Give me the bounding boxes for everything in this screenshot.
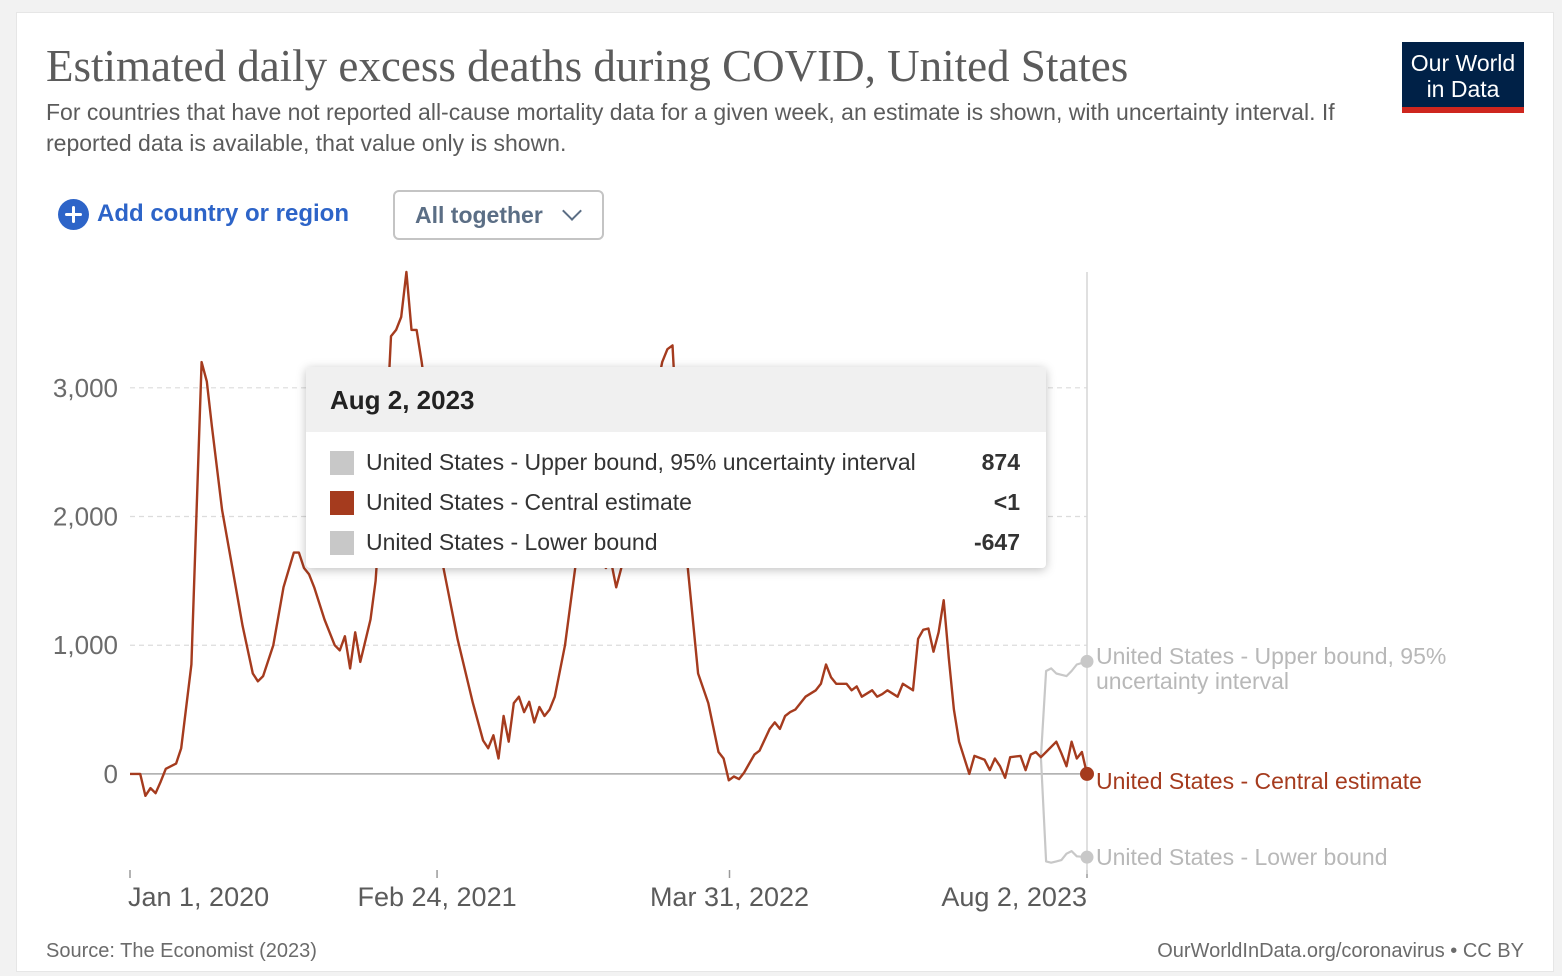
series-end-label[interactable]: United States - Upper bound, 95% <box>1096 643 1446 669</box>
tooltip-swatch <box>330 531 354 555</box>
y-tick-label: 0 <box>104 759 118 789</box>
x-tick-label: Feb 24, 2021 <box>357 882 516 912</box>
x-tick-label: Aug 2, 2023 <box>941 882 1087 912</box>
x-tick-label: Mar 31, 2022 <box>650 882 809 912</box>
tooltip-series-value: <1 <box>993 489 1020 515</box>
facet-dropdown-value: All together <box>415 201 543 228</box>
y-tick-label: 1,000 <box>53 630 118 660</box>
add-country-label: Add country or region <box>97 200 349 227</box>
add-country-button[interactable]: Add country or region <box>58 196 349 232</box>
y-tick-label: 3,000 <box>53 373 118 403</box>
tooltip-series-name: United States - Lower bound <box>366 529 658 555</box>
tooltip-row-lower: United States - Lower bound -647 <box>330 527 1020 559</box>
series-end-label[interactable]: uncertainty interval <box>1096 668 1289 694</box>
tooltip-series-name: United States - Upper bound, 95% uncerta… <box>366 449 916 475</box>
license-note[interactable]: OurWorldInData.org/coronavirus • CC BY <box>1157 940 1524 962</box>
series-line[interactable] <box>1039 757 1088 864</box>
series-line[interactable] <box>1039 660 1088 758</box>
tooltip-swatch <box>330 451 354 475</box>
tooltip-series-value: -647 <box>973 529 1020 555</box>
series-end-marker[interactable] <box>1080 654 1094 668</box>
tooltip-date: Aug 2, 2023 <box>306 367 1046 432</box>
facet-dropdown[interactable]: All together <box>393 190 604 240</box>
tooltip: Aug 2, 2023 United States - Upper bound,… <box>306 367 1046 568</box>
y-tick-label: 2,000 <box>53 502 118 532</box>
chart-subtitle: For countries that have not reported all… <box>46 99 1335 156</box>
series-end-label[interactable]: United States - Central estimate <box>1096 768 1422 794</box>
tooltip-row-central: United States - Central estimate <1 <box>330 487 1020 519</box>
logo-line-1: Our World <box>1410 50 1516 76</box>
tooltip-series-name: United States - Central estimate <box>366 489 692 515</box>
series-end-label[interactable]: United States - Lower bound <box>1096 844 1388 870</box>
plus-circle-icon <box>58 198 89 230</box>
y-axis: 0 1,000 2,000 3,000 <box>53 373 118 789</box>
source-note[interactable]: Source: The Economist (2023) <box>46 940 317 962</box>
logo-line-2: in Data <box>1426 76 1500 102</box>
owid-logo[interactable]: Our World in Data <box>1402 42 1524 113</box>
x-tick-label: Jan 1, 2020 <box>128 882 269 912</box>
tooltip-swatch <box>330 491 354 515</box>
chart-title: Estimated daily excess deaths during COV… <box>46 41 1129 91</box>
tooltip-series-value: 874 <box>981 449 1020 475</box>
series-end-labels: United States - Upper bound, 95%uncertai… <box>1096 643 1446 870</box>
x-axis: Jan 1, 2020 Feb 24, 2021 Mar 31, 2022 Aug 2… <box>128 870 1088 912</box>
tooltip-row-upper: United States - Upper bound, 95% uncerta… <box>330 447 1020 479</box>
series-end-marker[interactable] <box>1080 766 1094 781</box>
series-end-marker[interactable] <box>1080 850 1094 864</box>
